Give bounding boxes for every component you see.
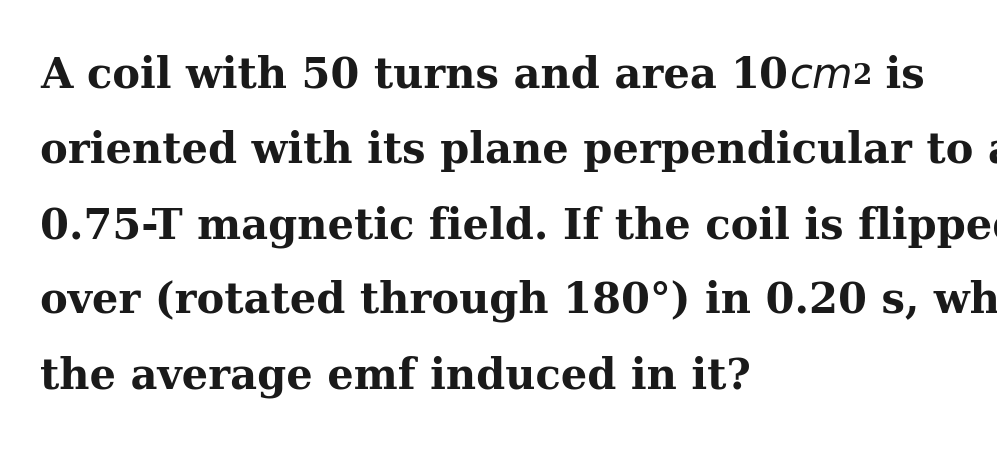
Text: the average emf induced in it?: the average emf induced in it? — [40, 355, 751, 397]
Text: 2: 2 — [852, 63, 871, 90]
Text: 10: 10 — [732, 55, 790, 97]
Text: over (rotated through 180°) in 0.20 s, what is: over (rotated through 180°) in 0.20 s, w… — [40, 280, 997, 322]
Text: 0.75-T magnetic field. If the coil is flipped: 0.75-T magnetic field. If the coil is fl… — [40, 205, 997, 248]
Text: oriented with its plane perpendicular to a: oriented with its plane perpendicular to… — [40, 130, 997, 172]
Text: A coil with 50 turns and area: A coil with 50 turns and area — [40, 55, 732, 97]
Text: is: is — [871, 55, 925, 97]
Text: $\mathit{cm}$: $\mathit{cm}$ — [790, 55, 852, 97]
